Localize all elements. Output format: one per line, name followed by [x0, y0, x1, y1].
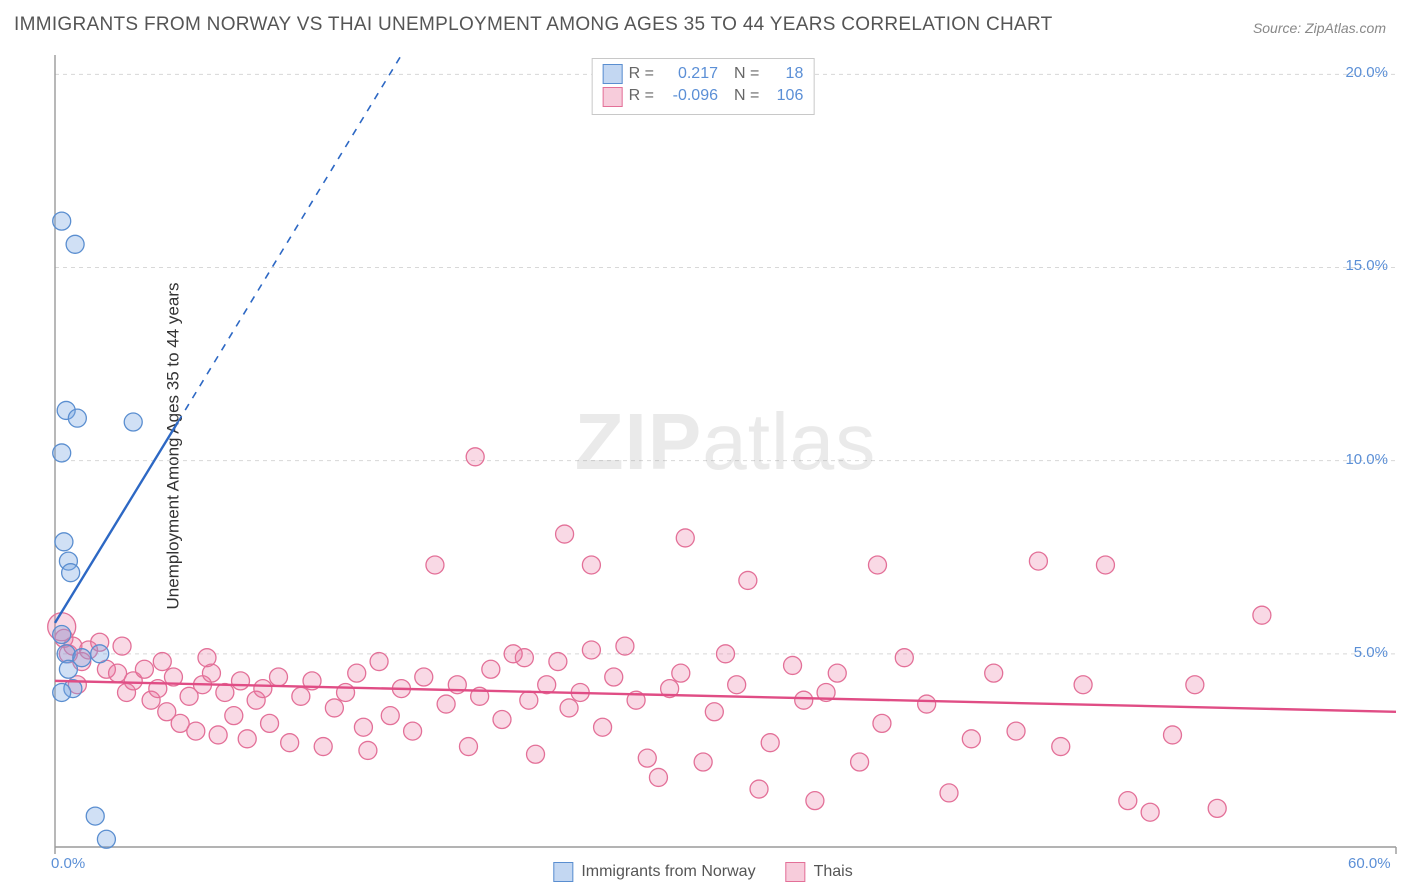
- n-value-thais: 106: [765, 85, 803, 107]
- r-label: R =: [629, 63, 654, 85]
- source-attribution: Source: ZipAtlas.com: [1253, 20, 1386, 36]
- n-label: N =: [734, 63, 759, 85]
- y-tick-label: 5.0%: [1354, 644, 1388, 661]
- series-legend: Immigrants from Norway Thais: [553, 862, 852, 882]
- correlation-legend-row: R = 0.217 N = 18: [603, 63, 804, 85]
- correlation-legend: R = 0.217 N = 18 R = -0.096 N = 106: [592, 58, 815, 115]
- y-tick-label: 20.0%: [1345, 64, 1388, 81]
- plot-area: ZIPatlas: [55, 55, 1396, 847]
- n-value-norway: 18: [765, 63, 803, 85]
- x-tick-label: 60.0%: [1348, 855, 1391, 872]
- legend-item-norway: Immigrants from Norway: [553, 862, 755, 882]
- r-value-norway: 0.217: [660, 63, 718, 85]
- swatch-norway: [553, 862, 573, 882]
- chart-title: IMMIGRANTS FROM NORWAY VS THAI UNEMPLOYM…: [14, 14, 1053, 36]
- x-tick-label: 0.0%: [51, 855, 85, 872]
- legend-label: Thais: [814, 863, 853, 881]
- swatch-norway: [603, 64, 623, 84]
- swatch-thais: [786, 862, 806, 882]
- scatter-plot-svg: [55, 55, 1396, 847]
- y-tick-label: 10.0%: [1345, 451, 1388, 468]
- legend-label: Immigrants from Norway: [581, 863, 755, 881]
- r-label: R =: [629, 85, 654, 107]
- chart-container: IMMIGRANTS FROM NORWAY VS THAI UNEMPLOYM…: [0, 0, 1406, 892]
- correlation-legend-row: R = -0.096 N = 106: [603, 85, 804, 107]
- swatch-thais: [603, 87, 623, 107]
- y-tick-label: 15.0%: [1345, 257, 1388, 274]
- legend-item-thais: Thais: [786, 862, 853, 882]
- n-label: N =: [734, 85, 759, 107]
- r-value-thais: -0.096: [660, 85, 718, 107]
